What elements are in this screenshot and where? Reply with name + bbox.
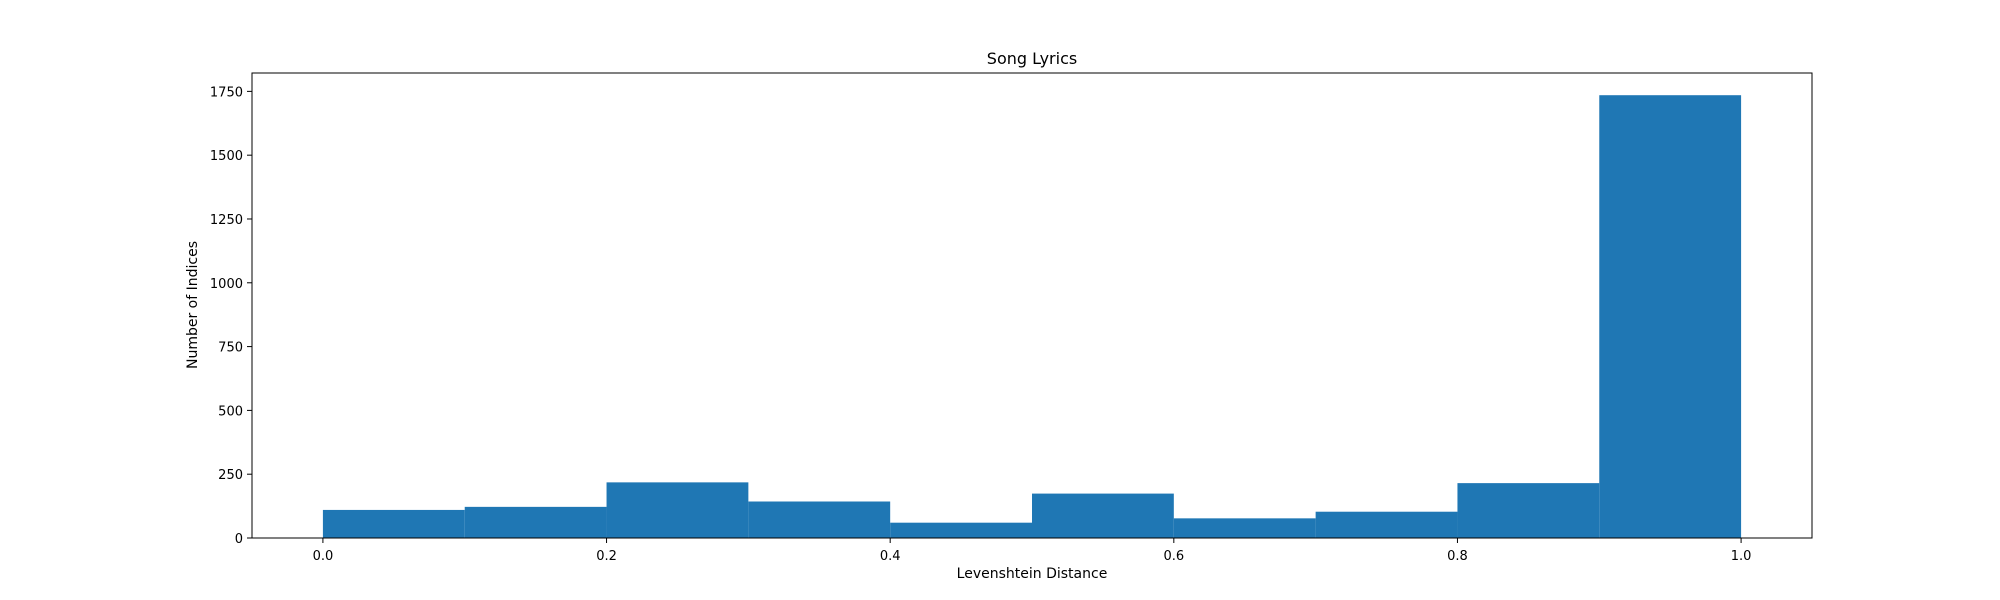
plot-frame	[251, 72, 1813, 539]
x-axis: 0.0 0.2 0.4 0.6 0.8 1.0	[313, 538, 1752, 564]
y-tick-label: 1500	[210, 149, 243, 164]
chart-title: Song Lyrics	[987, 49, 1077, 68]
histogram-bar	[1599, 95, 1742, 539]
y-tick-label: 0	[235, 532, 243, 547]
histogram-bar	[1315, 511, 1458, 538]
y-tick-label: 1000	[210, 277, 243, 292]
y-tick-label: 750	[218, 341, 243, 356]
histogram-bar	[1173, 518, 1316, 538]
y-tick-label: 1250	[210, 213, 243, 228]
histogram-bar	[322, 509, 465, 538]
x-axis-title: Levenshtein Distance	[957, 566, 1108, 582]
histogram-bar	[1457, 483, 1600, 538]
y-tick-label: 1750	[210, 85, 243, 100]
y-axis: 0 250 500 750 1000 1250 1500 1750	[210, 85, 252, 547]
histogram-bar	[748, 501, 891, 538]
x-tick-label: 0.6	[1163, 549, 1184, 564]
x-tick-label: 1.0	[1731, 549, 1752, 564]
histogram-bar	[606, 482, 749, 538]
histogram-bar	[1032, 493, 1174, 538]
x-tick-label: 0.4	[880, 549, 901, 564]
y-tick-label: 250	[218, 468, 243, 483]
y-tick-label: 500	[218, 404, 243, 419]
x-tick-label: 0.8	[1447, 549, 1468, 564]
histogram-bar	[890, 522, 1032, 538]
y-axis-title: Number of Indices	[185, 241, 201, 369]
bars-group	[322, 95, 1742, 539]
x-tick-label: 0.2	[596, 549, 617, 564]
histogram-bar	[464, 506, 607, 538]
x-tick-label: 0.0	[313, 549, 334, 564]
